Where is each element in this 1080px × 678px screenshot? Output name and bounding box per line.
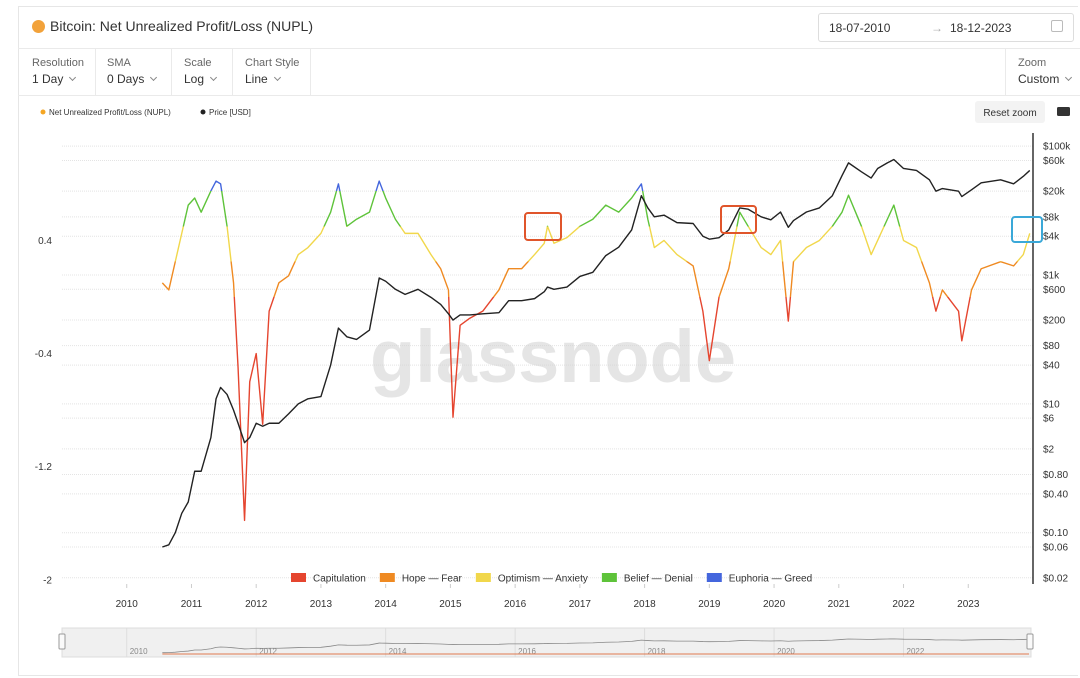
toolbar: Resolution 1 Day SMA 0 Days Scale Log Chart… bbox=[18, 48, 1080, 96]
watermark: glassnode bbox=[370, 315, 736, 398]
y2-tick-label: $0.02 bbox=[1043, 573, 1068, 584]
highlight-box bbox=[524, 212, 562, 241]
card bbox=[18, 6, 1078, 676]
navigator-label: 2012 bbox=[259, 647, 277, 656]
date-to[interactable]: 18-12-2023 bbox=[950, 21, 1012, 35]
legend-label: Net Unrealized Profit/Loss (NUPL) bbox=[49, 108, 171, 117]
toolbar-item[interactable]: Scale Log bbox=[171, 49, 233, 95]
zoom-label: Zoom bbox=[1018, 57, 1047, 69]
zone-swatch bbox=[706, 573, 722, 582]
highlight-box bbox=[1011, 216, 1043, 243]
x-tick-label: 2017 bbox=[569, 599, 592, 610]
y2-tick-label: $1k bbox=[1043, 271, 1060, 282]
x-tick-label: 2015 bbox=[439, 599, 462, 610]
x-tick-label: 2016 bbox=[504, 599, 527, 610]
toolbar-value[interactable]: Line bbox=[245, 72, 280, 86]
zone-swatch bbox=[291, 573, 306, 582]
y2-tick-label: $20k bbox=[1043, 187, 1066, 198]
y-tick-label: -0.4 bbox=[35, 349, 53, 360]
navigator-label: 2016 bbox=[518, 647, 536, 656]
x-tick-label: 2012 bbox=[245, 599, 268, 610]
zone-label: Belief — Denial bbox=[624, 574, 693, 585]
y2-tick-label: $0.06 bbox=[1043, 543, 1068, 554]
toolbar-item[interactable]: Chart Style Line bbox=[232, 49, 311, 95]
navigator bbox=[61, 627, 1032, 658]
coin-icon bbox=[32, 20, 45, 33]
zone-label: Capitulation bbox=[313, 574, 366, 585]
navigator-label: 2022 bbox=[907, 647, 925, 656]
toolbar-value[interactable]: 0 Days bbox=[107, 72, 156, 86]
legend-dot bbox=[200, 109, 206, 115]
date-from[interactable]: 18-07-2010 bbox=[829, 21, 891, 35]
navigator-label: 2018 bbox=[648, 647, 666, 656]
zoom-value[interactable]: Custom bbox=[1018, 72, 1071, 86]
page-title: Bitcoin: Net Unrealized Profit/Loss (NUP… bbox=[50, 18, 313, 34]
toolbar-value[interactable]: Log bbox=[184, 72, 216, 86]
navigator-label: 2010 bbox=[130, 647, 148, 656]
camera-icon[interactable] bbox=[1057, 107, 1070, 116]
y2-tick-label: $100k bbox=[1043, 142, 1071, 153]
toolbar-label: SMA bbox=[107, 57, 131, 69]
zoom-control[interactable]: Zoom Custom bbox=[1005, 49, 1080, 95]
y-tick-label: -2 bbox=[43, 575, 52, 586]
navigator-line bbox=[162, 638, 1030, 654]
zone-swatch bbox=[379, 573, 395, 582]
toolbar-item[interactable]: Resolution 1 Day bbox=[18, 49, 96, 95]
toolbar-item[interactable]: SMA 0 Days bbox=[95, 49, 172, 95]
zone-swatch bbox=[601, 573, 617, 582]
nupl-line bbox=[161, 180, 1031, 522]
y-tick-label: 0.4 bbox=[38, 236, 52, 247]
y2-tick-label: $80 bbox=[1043, 341, 1060, 352]
y2-tick-label: $600 bbox=[1043, 285, 1066, 296]
navigator-handle[interactable] bbox=[58, 633, 66, 650]
toolbar-label: Chart Style bbox=[245, 57, 300, 69]
y2-tick-label: $0.80 bbox=[1043, 470, 1068, 481]
calendar-icon[interactable] bbox=[1051, 20, 1063, 32]
x-tick-label: 2021 bbox=[828, 599, 851, 610]
arrow: → bbox=[931, 21, 943, 35]
y2-tick-label: $6 bbox=[1043, 414, 1055, 425]
navigator-handle[interactable] bbox=[1026, 633, 1034, 650]
zone-label: Euphoria — Greed bbox=[729, 574, 812, 585]
x-tick-label: 2013 bbox=[310, 599, 333, 610]
reset-zoom-label[interactable]: Reset zoom bbox=[983, 108, 1036, 119]
x-tick-label: 2019 bbox=[698, 599, 721, 610]
x-tick-label: 2023 bbox=[957, 599, 980, 610]
toolbar-label: Scale bbox=[184, 57, 212, 69]
y2-tick-label: $0.40 bbox=[1043, 489, 1068, 500]
y2-tick-label: $2 bbox=[1043, 444, 1055, 455]
y2-tick-label: $4k bbox=[1043, 232, 1060, 243]
y2-tick-label: $10 bbox=[1043, 399, 1060, 410]
y2-tick-label: $200 bbox=[1043, 316, 1066, 327]
x-tick-label: 2010 bbox=[116, 599, 139, 610]
x-tick-label: 2022 bbox=[892, 599, 915, 610]
y2-tick-label: $40 bbox=[1043, 361, 1060, 372]
x-tick-label: 2011 bbox=[181, 599, 203, 610]
toolbar-value[interactable]: 1 Day bbox=[32, 72, 75, 86]
x-tick-label: 2018 bbox=[633, 599, 656, 610]
x-tick-label: 2014 bbox=[375, 599, 398, 610]
zone-label: Hope — Fear bbox=[402, 574, 463, 585]
zone-label: Optimism — Anxiety bbox=[498, 574, 588, 585]
legend-label: Price [USD] bbox=[209, 108, 251, 117]
x-tick-label: 2020 bbox=[763, 599, 786, 610]
highlight-box bbox=[720, 205, 757, 234]
legend-dot bbox=[40, 109, 46, 115]
y2-tick-label: $60k bbox=[1043, 156, 1066, 167]
zone-swatch bbox=[475, 573, 491, 582]
navigator-label: 2020 bbox=[777, 647, 795, 656]
navigator-label: 2014 bbox=[389, 647, 407, 656]
toolbar-label: Resolution bbox=[32, 57, 84, 69]
y2-tick-label: $8k bbox=[1043, 212, 1060, 223]
date-range[interactable]: 18-07-2010 → 18-12-2023 bbox=[818, 13, 1074, 42]
price-line bbox=[162, 158, 1031, 548]
reset-zoom-button[interactable] bbox=[975, 101, 1045, 123]
y2-tick-label: $0.10 bbox=[1043, 528, 1068, 539]
y-tick-label: -1.2 bbox=[35, 462, 53, 473]
